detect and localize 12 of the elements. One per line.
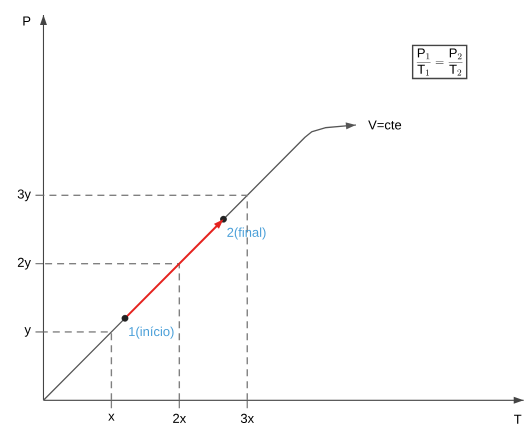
x-tick-label: 3x <box>240 414 254 424</box>
x-axis-title: T <box>514 414 522 424</box>
y-axis-title: P <box>23 16 30 26</box>
annotation: 2(final) <box>227 228 266 240</box>
annotation: 1(início) <box>129 326 174 339</box>
annotation: V=cte <box>368 120 402 130</box>
y-tick-label: 2y <box>18 258 31 270</box>
x-tick-label: 2x <box>173 414 186 423</box>
annotation: $\frac{\mathrm{P}_{1}}{\mathrm{T}_{1}} = \frac{\mathrm{P}_{2}}{\mathrm{T}_{2}}$ <box>416 48 462 76</box>
x-tick-label: x <box>108 414 115 421</box>
y-tick-label: y <box>24 327 31 337</box>
y-tick-label: 3y <box>18 190 31 202</box>
